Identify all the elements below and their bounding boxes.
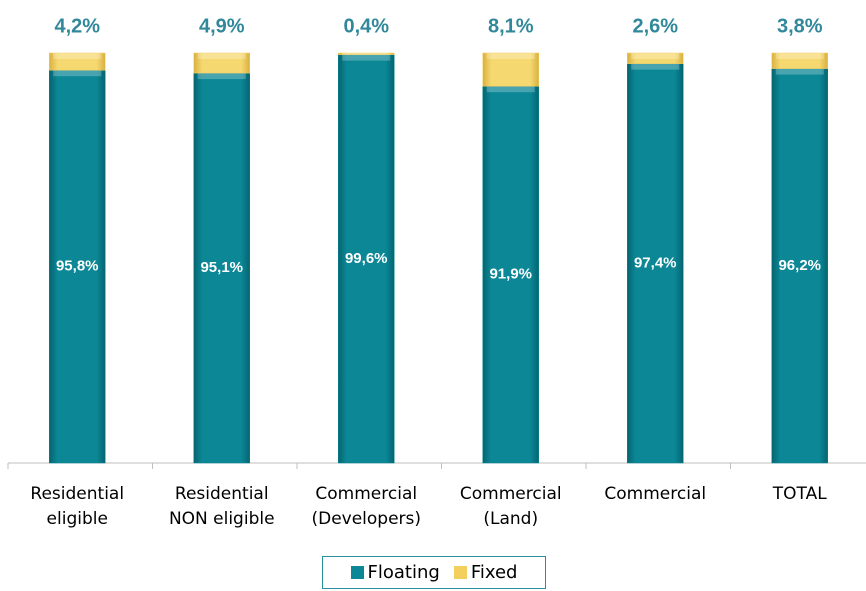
x-tick-label: TOTAL <box>772 484 827 504</box>
bar-segment <box>627 63 684 464</box>
legend: Floating Fixed <box>322 556 546 589</box>
value-label: 96,2% <box>778 257 821 274</box>
legend-item: Floating <box>350 562 440 583</box>
bar-bevel <box>197 73 246 80</box>
bar-segment <box>627 52 684 64</box>
bar-bevel <box>197 53 246 59</box>
bar-bevel <box>53 53 102 59</box>
legend-label: Fixed <box>470 562 518 583</box>
x-tick-label: Commercial <box>604 484 707 504</box>
value-label: 95,1% <box>200 259 243 276</box>
value-label: 4,2% <box>54 15 100 37</box>
x-tick-label: Residential NON eligible <box>168 484 275 529</box>
value-label: 3,8% <box>777 15 823 37</box>
plot: 95,8% 4,2% 95,1% 4,9% 99,6% 0,4% 91,9% 8,1% 97,4… <box>7 15 866 469</box>
bar-segment <box>193 72 250 464</box>
value-label: 95,8% <box>56 258 99 275</box>
bar-segment <box>338 54 395 464</box>
bar-bevel <box>486 53 535 59</box>
value-label: 2,6% <box>632 15 678 37</box>
legend-swatch <box>453 566 467 579</box>
x-tick-label: Residential eligible <box>30 484 125 529</box>
value-label: 0,4% <box>343 15 389 37</box>
bar-segment <box>771 68 828 464</box>
legend-label: Floating <box>367 562 440 583</box>
bar-segment <box>482 52 539 87</box>
bar-segment <box>771 52 828 69</box>
bar-bevel <box>775 53 824 59</box>
legend-item: Fixed <box>453 562 518 583</box>
value-label: 97,4% <box>634 254 677 271</box>
bar-segment <box>338 52 395 55</box>
x-tick-label: Commercial (Developers) <box>311 484 422 529</box>
bar-segment <box>49 69 106 464</box>
bar-bevel <box>631 53 680 59</box>
legend-swatch <box>350 566 364 579</box>
x-tick-label: Commercial (Land) <box>459 484 562 529</box>
bar-bevel <box>342 54 391 61</box>
value-label: 99,6% <box>345 250 388 267</box>
value-label: 4,9% <box>199 15 245 37</box>
bar-bevel <box>342 53 391 55</box>
bar-segment <box>49 52 106 71</box>
bar-bevel <box>53 70 102 77</box>
bar-bevel <box>775 68 824 75</box>
value-label: 8,1% <box>488 15 534 37</box>
value-label: 91,9% <box>489 266 532 283</box>
bar-bevel <box>631 63 680 70</box>
bar-segment <box>193 52 250 74</box>
bar-segment <box>482 85 539 464</box>
bar-bevel <box>486 86 535 93</box>
